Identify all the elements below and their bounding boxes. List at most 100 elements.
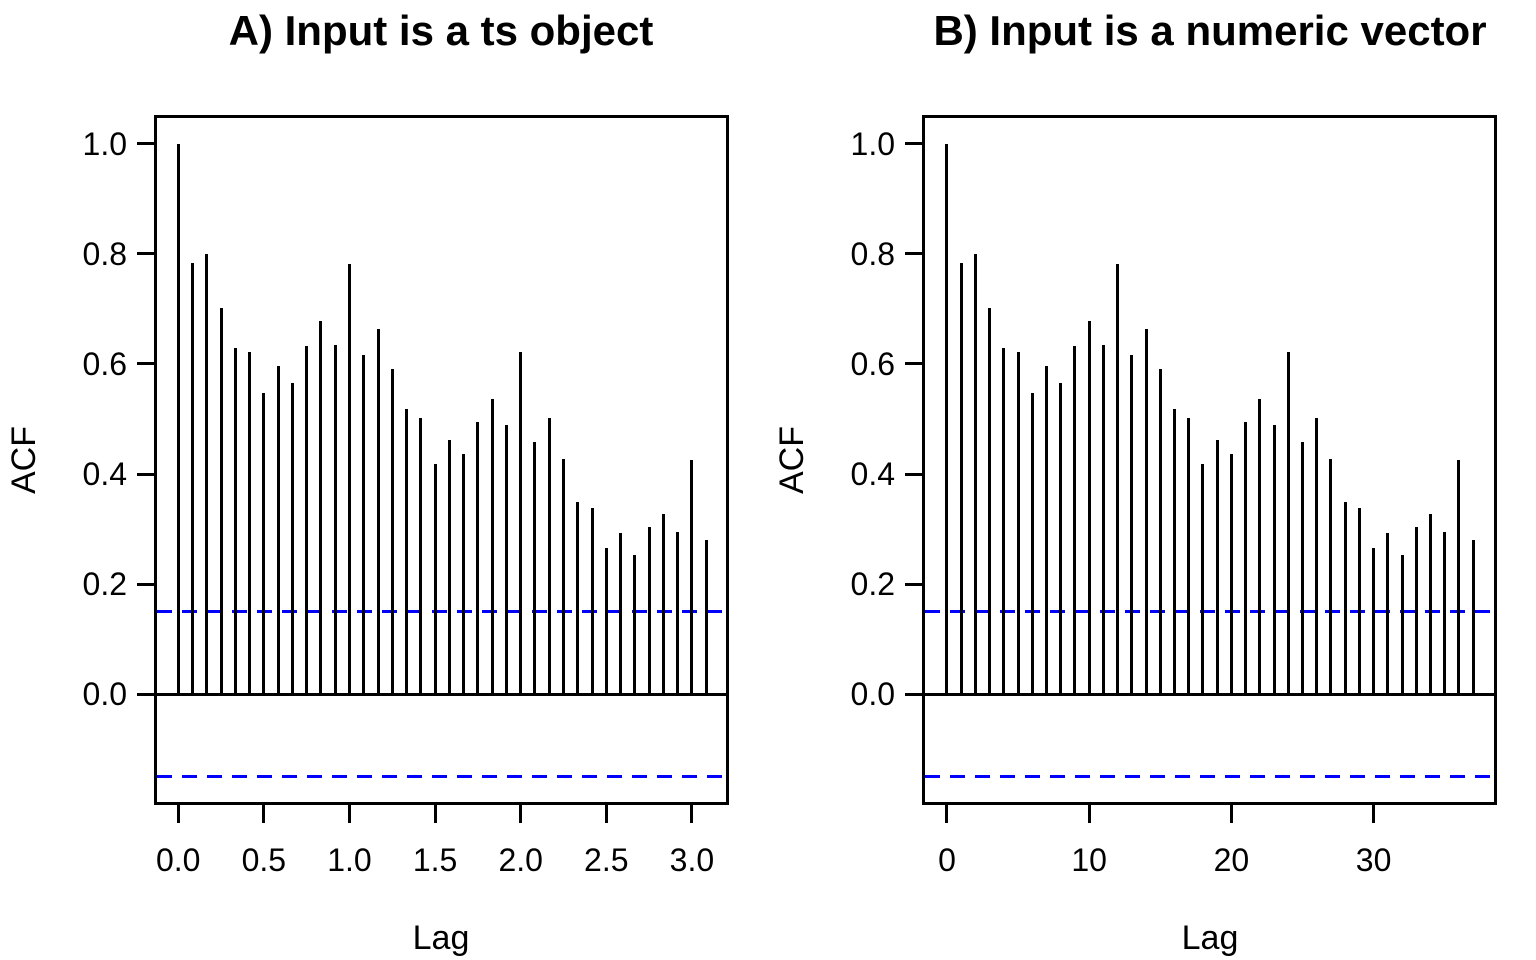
- panel-a-acf-bar-lag-17: [419, 417, 423, 695]
- panel-a-acf-bar-lag-20: [462, 453, 466, 695]
- panel-a-y-tick-label: 0.4: [82, 456, 127, 493]
- panel-a-acf-bar-lag-27: [562, 459, 565, 695]
- panel-b-acf-bar-lag-12: [1116, 263, 1120, 695]
- panel-b-acf-bar-lag-22: [1258, 398, 1262, 695]
- panel-b-title: B) Input is a numeric vector: [933, 7, 1487, 54]
- panel-b-x-tick: [1372, 802, 1376, 823]
- panel-b-acf-bar-lag-1: [959, 263, 963, 695]
- panel-b-x-tick-label: 0: [938, 842, 956, 878]
- panel-a-acf-bar-lag-10: [319, 321, 323, 695]
- panel-b-zero-line: [925, 692, 1494, 696]
- panel-a-acf-bar-lag-37: [704, 540, 708, 695]
- panel-a-acf-bar-lag-33: [647, 526, 651, 695]
- panel-b-confidence-line-lower: [925, 775, 1494, 779]
- panel-b-y-tick-label: 0.4: [850, 456, 895, 493]
- panel-b-confidence-line-upper: [925, 610, 1494, 614]
- panel-a-x-axis-label: Lag: [412, 919, 470, 957]
- panel-a-y-tick-label: 0.0: [82, 676, 127, 713]
- panel-b-acf-bar-lag-3: [988, 307, 992, 695]
- panel-a-x-tick-label: 1.0: [327, 842, 372, 878]
- panel-a-acf-bar-lag-18: [433, 464, 437, 695]
- panel-a-acf-bar-lag-4: [233, 348, 237, 695]
- panel-a-acf-bar-lag-16: [405, 409, 409, 695]
- panel-b-acf-bar-lag-0: [945, 143, 949, 695]
- panel-a-y-tick: [137, 582, 157, 586]
- panel-b-y-tick-label: 0.8: [850, 235, 895, 272]
- panel-a-zero-line: [157, 692, 726, 696]
- panel-a-acf-bar-lag-19: [447, 439, 451, 695]
- panel-b-acf-bar-lag-2: [973, 253, 977, 695]
- panel-a-acf-bar-lag-31: [619, 533, 623, 695]
- panel-a-acf-bar-lag-14: [376, 329, 380, 695]
- panel-b-acf-bar-lag-16: [1173, 409, 1176, 695]
- panel-b-x-tick: [1229, 802, 1233, 823]
- panel-a-acf-bar-lag-28: [576, 501, 580, 695]
- panel-b-y-tick: [905, 472, 925, 476]
- panel-a-plot-area: [154, 115, 729, 805]
- panel-b-x-axis-label: Lag: [1181, 919, 1239, 957]
- panel-b-acf-bar-lag-17: [1187, 417, 1191, 695]
- panel-b-y-tick-label: 0.0: [850, 676, 895, 713]
- panel-a-y-tick-label: 1.0: [82, 125, 127, 162]
- panel-b-x-tick-label: 20: [1213, 842, 1250, 878]
- panel-a-acf-bar-lag-32: [633, 555, 637, 695]
- panel-a-acf-bar-lag-34: [661, 514, 665, 695]
- panel-a-y-tick: [137, 252, 157, 256]
- panel-a-acf-bar-lag-2: [205, 253, 209, 695]
- panel-b-x-tick: [1087, 802, 1091, 823]
- panel-a-acf-bar-lag-35: [676, 532, 680, 695]
- panel-a-confidence-line-upper: [157, 610, 726, 614]
- panel-a-acf-bar-lag-26: [547, 418, 551, 695]
- panel-a-acf-bar-lag-12: [347, 263, 351, 695]
- panel-a-y-tick-label: 0.8: [82, 235, 127, 272]
- panel-b-y-tick-label: 1.0: [850, 125, 895, 162]
- panel-b-acf-bar-lag-26: [1315, 418, 1319, 695]
- panel-a-x-tick: [347, 802, 351, 823]
- panel-b-y-tick: [905, 582, 925, 586]
- panel-b-acf-bar-lag-34: [1428, 514, 1432, 695]
- panel-b-acf-bar-lag-29: [1357, 508, 1361, 695]
- panel-a-y-axis-label: ACF: [5, 426, 43, 494]
- panel-a-acf-bar-lag-11: [333, 344, 337, 695]
- panel-b-acf-bar-lag-19: [1215, 439, 1219, 695]
- panel-a-acf-bar-lag-15: [390, 369, 394, 695]
- panel-b-acf-bar-lag-20: [1229, 453, 1233, 695]
- panel-a-acf-bar-lag-5: [248, 351, 252, 695]
- panel-a-x-tick: [176, 802, 180, 823]
- panel-a-y-tick: [137, 142, 157, 146]
- panel-a-acf-bar-lag-6: [262, 392, 266, 695]
- panel-a-acf-bar-lag-1: [190, 263, 194, 695]
- panel-b-acf-bar-lag-28: [1343, 501, 1347, 695]
- panel-a-acf-bar-lag-23: [504, 424, 508, 695]
- panel-a-y-tick-label: 0.6: [82, 345, 127, 382]
- panel-b-acf-bar-lag-33: [1414, 526, 1418, 695]
- panel-a-acf-bar-lag-8: [290, 383, 294, 695]
- panel-b-acf-bar-lag-24: [1286, 351, 1290, 695]
- panel-a-acf-bar-lag-24: [519, 351, 523, 695]
- panel-a-x-tick: [690, 802, 694, 823]
- panel-a-acf-bar-lag-21: [476, 421, 480, 695]
- panel-b-y-tick: [905, 142, 925, 146]
- panel-b-acf-bar-lag-25: [1300, 442, 1304, 695]
- panel-a-acf-bar-lag-22: [490, 398, 494, 695]
- panel-b-acf-bar-lag-30: [1372, 548, 1376, 695]
- panel-a-title: A) Input is a ts object: [228, 7, 654, 54]
- panel-b-acf-bar-lag-8: [1059, 383, 1063, 695]
- panel-a-confidence-line-lower: [157, 775, 726, 779]
- panel-b-y-tick: [905, 692, 925, 696]
- panel-a-y-tick: [137, 362, 157, 366]
- panel-b-acf-bar-lag-35: [1443, 532, 1447, 695]
- panel-b-y-tick: [905, 252, 925, 256]
- panel-a-y-tick: [137, 472, 157, 476]
- panel-b-acf-bar-lag-36: [1457, 459, 1461, 695]
- panel-b-y-tick-label: 0.6: [850, 345, 895, 382]
- panel-b-x-tick: [945, 802, 949, 823]
- panel-a-acf-bar-lag-3: [219, 307, 223, 695]
- panel-b-acf-bar-lag-15: [1158, 369, 1162, 695]
- panel-a-acf-bar-lag-36: [690, 459, 694, 695]
- panel-b-acf-bar-lag-10: [1087, 321, 1091, 695]
- panel-a-y-tick: [137, 692, 157, 696]
- panel-a-acf-bar-lag-9: [305, 346, 309, 695]
- panel-b-y-tick: [905, 362, 925, 366]
- panel-b-acf-bar-lag-31: [1386, 533, 1390, 695]
